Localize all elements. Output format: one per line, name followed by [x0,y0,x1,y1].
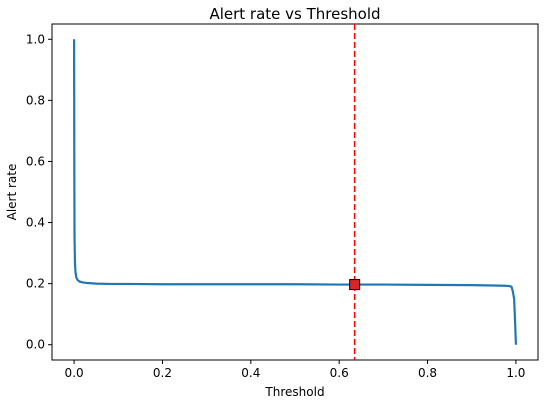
y-tick-label: 0.6 [26,154,45,168]
series-layer [72,24,518,360]
series-line [72,39,518,345]
x-axis-label: Threshold [264,385,324,399]
plot-frame [51,23,539,361]
y-axis-ticks: 0.0 0.2 0.4 0.6 0.8 1.0 [26,32,52,352]
x-tick-label: 0.6 [330,366,349,380]
y-tick-label: 0.4 [26,216,45,230]
x-axis-ticks: 0.0 0.2 0.4 0.6 0.8 1.0 [65,360,525,380]
y-tick-label: 0.8 [26,93,45,107]
x-tick-label: 1.0 [506,366,525,380]
threshold-marker [349,279,361,291]
chart-title: Alert rate vs Threshold [209,5,380,23]
x-tick-label: 0.4 [241,366,260,380]
x-tick-label: 0.0 [65,366,84,380]
y-tick-label: 0.2 [26,277,45,291]
y-tick-label: 0.0 [26,338,45,352]
y-axis-label: Alert rate [5,164,19,221]
y-tick-label: 1.0 [26,32,45,46]
x-tick-label: 0.2 [153,366,172,380]
x-tick-label: 0.8 [418,366,437,380]
